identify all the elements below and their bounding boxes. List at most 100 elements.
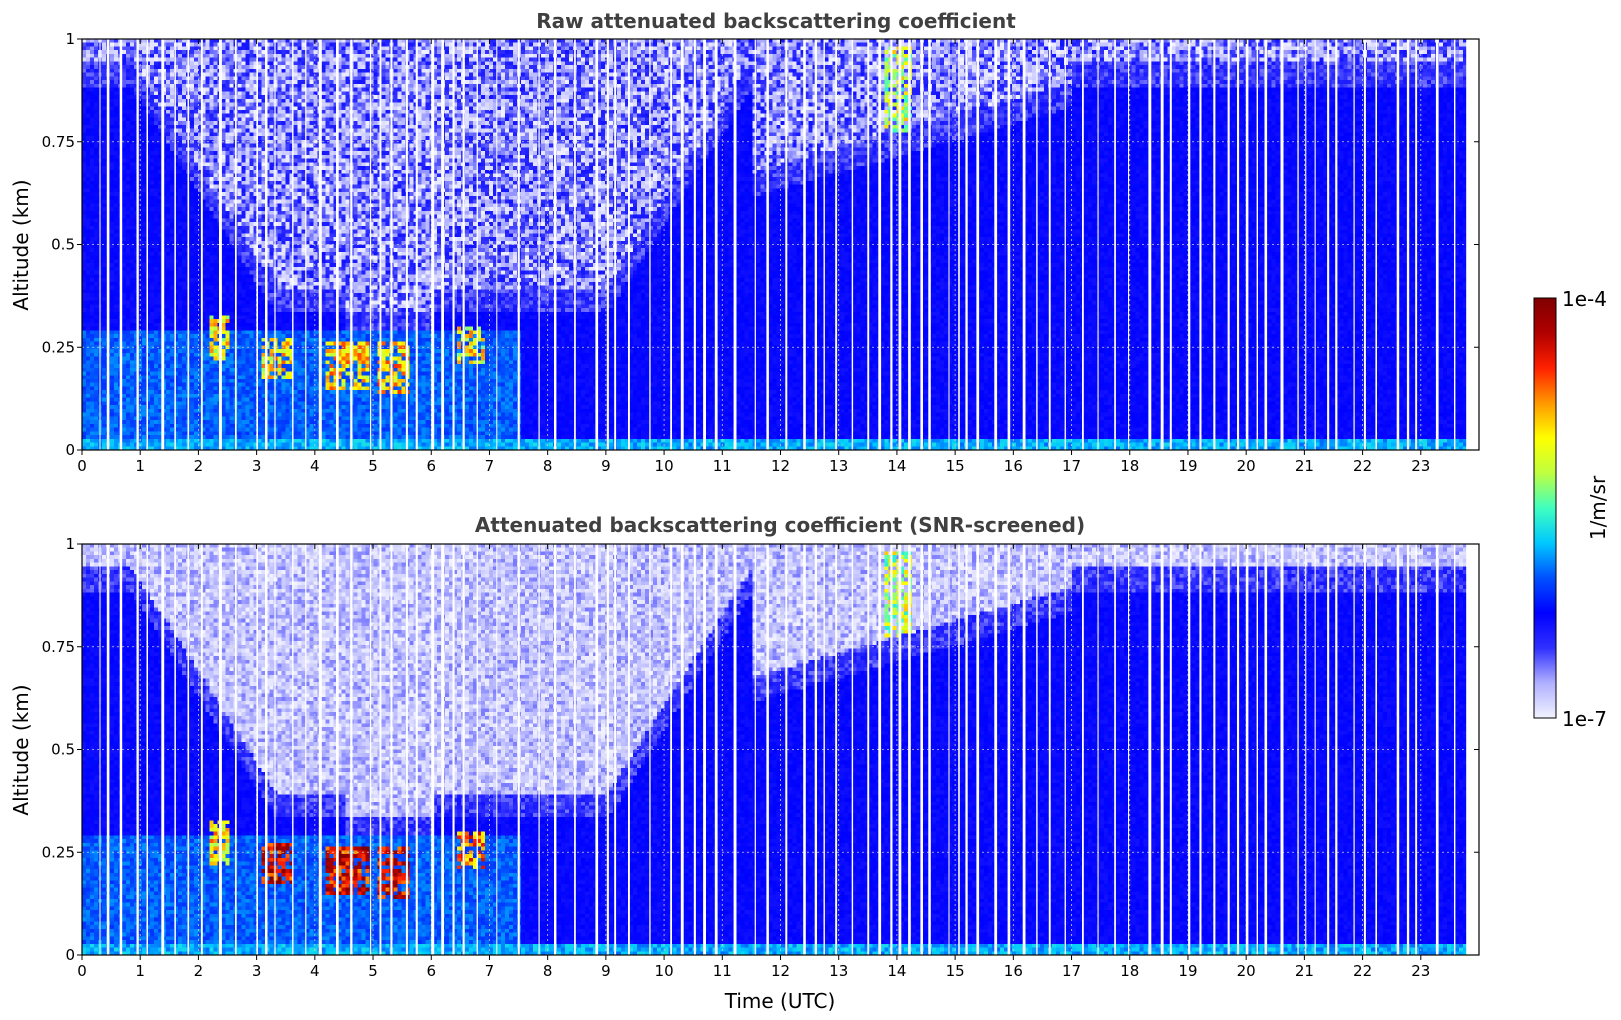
data-gap (1297, 39, 1299, 450)
data-gap (994, 544, 998, 955)
data-gap (649, 544, 651, 955)
data-gap (878, 39, 882, 450)
data-gap (1454, 39, 1456, 450)
data-gap (235, 544, 237, 955)
colorbar-max-label: 1e-4 (1562, 287, 1607, 311)
data-gap (1415, 39, 1418, 450)
data-gap (1363, 39, 1366, 450)
data-gap (1335, 544, 1338, 955)
data-gap (574, 39, 576, 450)
data-gap (106, 39, 110, 450)
x-tick-label: 2 (194, 457, 204, 475)
data-gap (1114, 39, 1116, 450)
data-gap (1148, 39, 1152, 450)
data-gap (274, 544, 276, 955)
data-gap (431, 544, 435, 955)
data-gap (350, 544, 353, 955)
data-gap (958, 39, 960, 450)
data-gap (200, 544, 203, 955)
data-gap (370, 544, 372, 955)
data-gap (1245, 39, 1249, 450)
data-gap (1036, 39, 1038, 450)
data-gap (649, 39, 651, 450)
x-tick-label: 10 (655, 457, 674, 475)
data-gap (1406, 544, 1410, 955)
x-tick-label: 1 (135, 962, 145, 980)
data-gap (835, 544, 838, 955)
data-gap (851, 544, 854, 955)
data-gap (1022, 544, 1026, 955)
x-tick-label: 11 (713, 457, 732, 475)
data-gap (766, 544, 769, 955)
x-tick-label: 22 (1353, 457, 1372, 475)
data-gap (99, 39, 101, 450)
data-gap (517, 39, 520, 450)
data-gap (595, 39, 599, 450)
top-y-axis-label: Altitude (km) (9, 179, 33, 310)
colorbar-unit-label: 1/m/sr (1586, 475, 1610, 540)
data-gap (1160, 39, 1164, 450)
data-gap (670, 39, 672, 450)
data-gap (908, 39, 911, 450)
x-tick-label: 12 (771, 457, 790, 475)
data-gap (1169, 39, 1172, 450)
data-gap (785, 39, 788, 450)
data-gap (441, 544, 444, 955)
data-gap (462, 39, 465, 450)
data-gap (1363, 544, 1366, 955)
x-tick-label: 5 (368, 962, 378, 980)
data-gap (496, 544, 498, 955)
data-gap (1245, 544, 1249, 955)
data-gap (714, 544, 718, 955)
data-gap (336, 39, 339, 450)
data-gap (318, 39, 322, 450)
data-gap (292, 544, 294, 955)
x-tick-label: 23 (1411, 457, 1430, 475)
data-gap (733, 544, 737, 955)
data-gap (390, 544, 393, 955)
data-gap (1128, 39, 1130, 450)
data-gap (161, 39, 165, 450)
data-gap (1007, 544, 1011, 955)
x-tick-label: 9 (601, 457, 611, 475)
data-gap (1435, 544, 1439, 955)
data-gap (1128, 544, 1130, 955)
data-gap (1160, 544, 1164, 955)
data-gap (106, 544, 110, 955)
x-tick-label: 19 (1178, 962, 1197, 980)
data-gap (928, 39, 931, 450)
data-gap (336, 544, 339, 955)
data-gap (274, 39, 276, 450)
y-tick-label: 0 (65, 441, 75, 459)
x-tick-label: 16 (1004, 962, 1023, 980)
data-gap (415, 39, 418, 450)
x-tick-label: 13 (829, 457, 848, 475)
data-gap (1007, 39, 1011, 450)
data-gap (754, 544, 756, 955)
data-gap (803, 544, 806, 955)
data-gap (908, 544, 911, 955)
data-gap (614, 544, 617, 955)
x-tick-label: 6 (426, 457, 436, 475)
data-gap (1082, 544, 1084, 955)
data-gap (318, 544, 322, 955)
data-gap (431, 39, 435, 450)
data-gap (1280, 39, 1284, 450)
data-gap (1435, 39, 1439, 450)
data-gap (476, 39, 478, 450)
data-gap (614, 39, 617, 450)
data-gap (814, 39, 817, 450)
data-gap (1097, 544, 1099, 955)
data-gap (1327, 544, 1330, 955)
data-gap (1353, 39, 1355, 450)
data-gap (1022, 39, 1026, 450)
data-gap (256, 39, 258, 450)
x-tick-label: 7 (485, 962, 495, 980)
data-gap (1314, 544, 1316, 955)
data-gap (146, 544, 148, 955)
x-tick-label: 6 (426, 962, 436, 980)
data-gap (890, 544, 893, 955)
data-gap (265, 39, 268, 450)
data-gap (405, 39, 408, 450)
data-gap (965, 39, 968, 450)
